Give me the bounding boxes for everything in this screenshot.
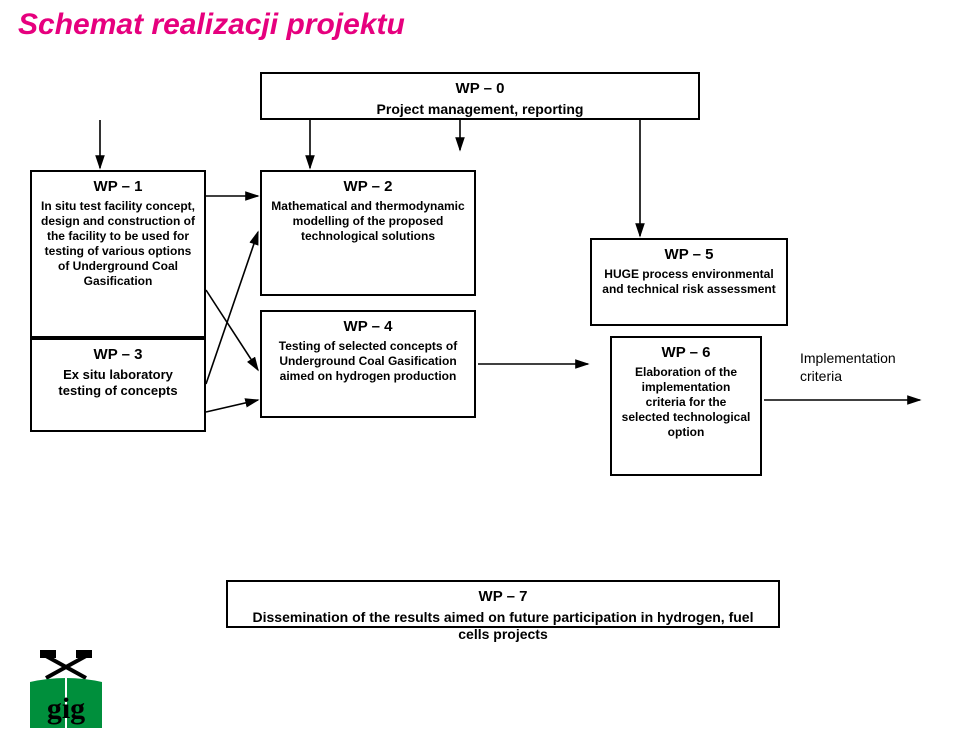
box-wp1: WP – 1 In situ test facility concept, de… <box>30 170 206 338</box>
wp3-body: Ex situ laboratory testing of concepts <box>40 367 196 400</box>
wp7-body: Dissemination of the results aimed on fu… <box>236 609 770 644</box>
page-title: Schemat realizacji projektu <box>18 8 405 42</box>
wp3-hdr: WP – 3 <box>40 346 196 365</box>
wp6-body: Elaboration of the implementation criter… <box>620 365 752 440</box>
box-wp2: WP – 2 Mathematical and thermodynamic mo… <box>260 170 476 296</box>
wp2-hdr: WP – 2 <box>270 178 466 197</box>
diagram-canvas: Schemat realizacji projektu WP – 0 Proje… <box>0 0 960 752</box>
wp5-hdr: WP – 5 <box>600 246 778 265</box>
box-wp0: WP – 0 Project management, reporting <box>260 72 700 120</box>
implementation-criteria-label: Implementation criteria <box>800 350 930 385</box>
box-wp6: WP – 6 Elaboration of the implementation… <box>610 336 762 476</box>
wp5-body: HUGE process environmental and technical… <box>600 267 778 297</box>
hammers-icon <box>40 650 92 678</box>
wp1-body: In situ test facility concept, design an… <box>40 199 196 289</box>
impl-label-text: Implementation criteria <box>800 350 896 384</box>
wp2-body: Mathematical and thermodynamic modelling… <box>270 199 466 244</box>
logo-text: gig <box>47 692 85 725</box>
wp0-hdr: WP – 0 <box>270 80 690 99</box>
wp6-hdr: WP – 6 <box>620 344 752 363</box>
wp1-hdr: WP – 1 <box>40 178 196 197</box>
wp4-hdr: WP – 4 <box>270 318 466 337</box>
gig-logo: gig <box>26 648 106 738</box>
box-wp5: WP – 5 HUGE process environmental and te… <box>590 238 788 326</box>
box-wp3: WP – 3 Ex situ laboratory testing of con… <box>30 338 206 432</box>
box-wp4: WP – 4 Testing of selected concepts of U… <box>260 310 476 418</box>
box-wp7: WP – 7 Dissemination of the results aime… <box>226 580 780 628</box>
wp4-body: Testing of selected concepts of Undergro… <box>270 339 466 384</box>
wp7-hdr: WP – 7 <box>236 588 770 607</box>
wp0-body: Project management, reporting <box>270 101 690 119</box>
